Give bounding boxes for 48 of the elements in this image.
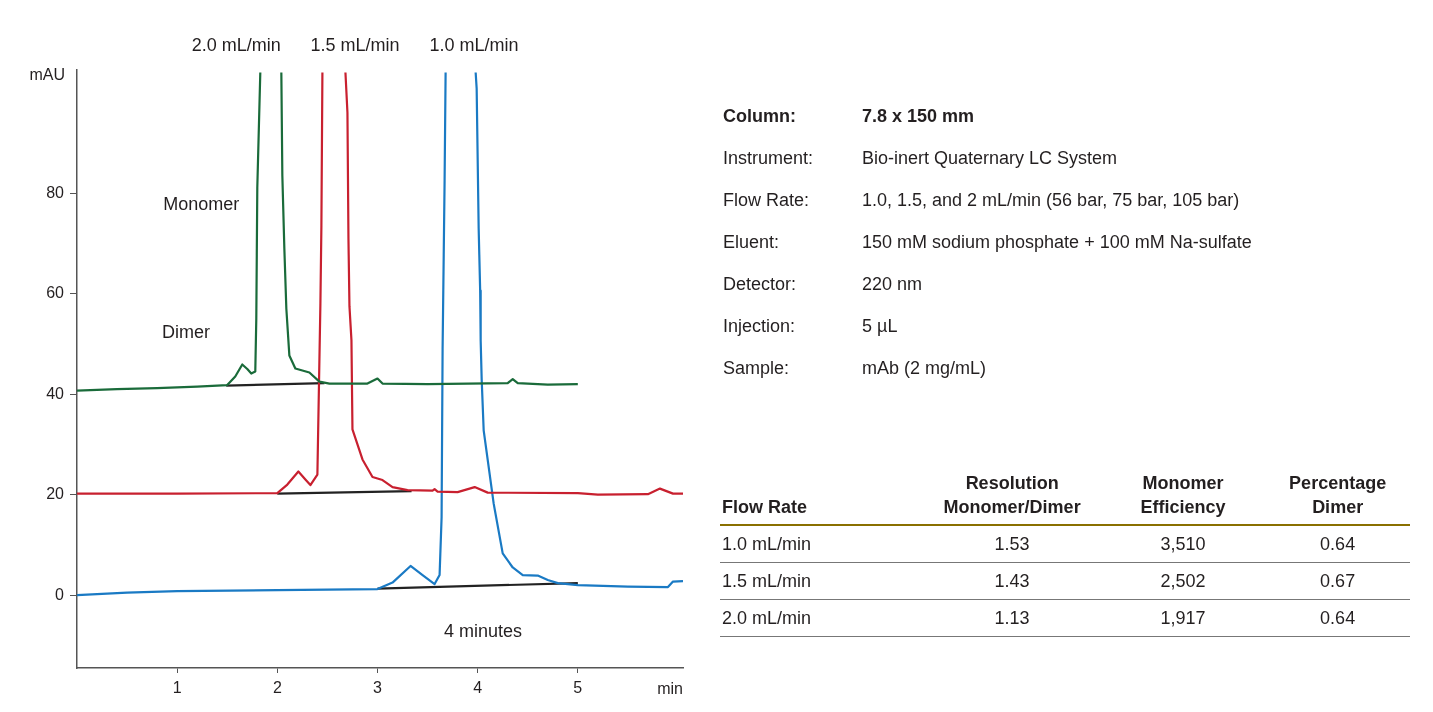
text: Column: bbox=[723, 106, 797, 127]
text: Sample: bbox=[723, 358, 791, 379]
x-tick-label: 2 bbox=[272, 679, 282, 697]
text: 1.53 bbox=[923, 525, 1101, 563]
text: 1.43 bbox=[923, 562, 1101, 600]
y-tick-label: 0 bbox=[55, 585, 65, 603]
text: Percentage Dimer bbox=[1265, 466, 1410, 525]
x-tick-label: 4 bbox=[473, 679, 483, 697]
text: 220 nm bbox=[862, 274, 923, 295]
text: 1.0, 1.5, and 2 mL/min (56 bar, 75 bar, 105 bar) bbox=[862, 190, 1240, 211]
text: 1.5 mL/min bbox=[720, 562, 924, 600]
y-tick-label: 20 bbox=[46, 485, 65, 503]
text: 0.64 bbox=[1265, 599, 1410, 637]
text: Bio-inert Quaternary LC System bbox=[862, 148, 1118, 169]
text: mAb (2 mg/mL) bbox=[862, 358, 987, 379]
text: 1,917 bbox=[1100, 599, 1266, 637]
y-tick-label: 80 bbox=[46, 183, 65, 201]
text: 150 mM sodium phosphate + 100 mM Na-sulfate bbox=[862, 232, 1252, 253]
series-label: 1.0 mL/min bbox=[429, 34, 519, 55]
y-tick-label: 60 bbox=[46, 284, 65, 302]
text: Detector: bbox=[723, 274, 798, 295]
annotation: 4 minutes bbox=[444, 621, 523, 642]
text: Monomer Efficiency bbox=[1100, 466, 1266, 525]
text: 7.8 x 150 mm bbox=[862, 106, 975, 127]
text: Flow Rate: bbox=[723, 190, 811, 211]
x-tick-label: 3 bbox=[373, 679, 383, 697]
annotation: Monomer bbox=[163, 193, 240, 214]
x-axis-title: min bbox=[657, 680, 683, 698]
text: 2.0 mL/min bbox=[720, 599, 924, 637]
text: 2,502 bbox=[1100, 562, 1266, 600]
annotation: Dimer bbox=[162, 322, 211, 343]
y-tick-label: 40 bbox=[46, 384, 65, 402]
series-label: 1.5 mL/min bbox=[310, 34, 400, 55]
text: Injection: bbox=[723, 316, 797, 337]
text: 1.0 mL/min bbox=[720, 525, 924, 563]
x-tick-label: 1 bbox=[172, 679, 182, 697]
text: Flow Rate bbox=[720, 466, 924, 525]
series-label: 2.0 mL/min bbox=[191, 34, 281, 55]
text: 1.13 bbox=[923, 599, 1101, 637]
y-axis-title: mAU bbox=[29, 66, 65, 84]
text: Eluent: bbox=[723, 232, 781, 253]
text: 0.67 bbox=[1265, 562, 1410, 600]
text: Resolution Monomer/Dimer bbox=[923, 466, 1101, 525]
text: 3,510 bbox=[1100, 525, 1266, 563]
text: Instrument: bbox=[723, 148, 815, 169]
x-tick-label: 5 bbox=[573, 679, 583, 697]
text: 0.64 bbox=[1265, 525, 1410, 563]
text: 5 µL bbox=[862, 316, 898, 337]
